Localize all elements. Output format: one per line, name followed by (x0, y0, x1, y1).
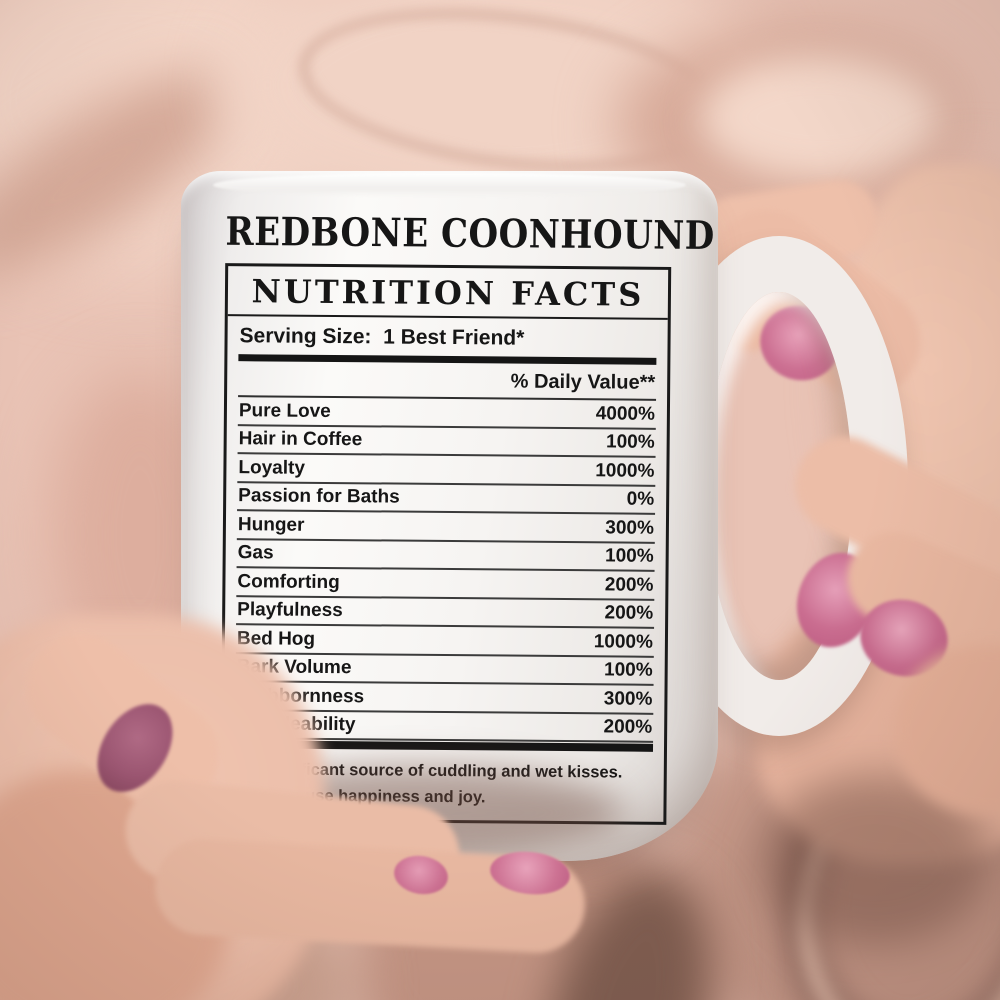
row-value: 100% (603, 659, 653, 681)
label-row: Playfulness 200% (236, 596, 655, 629)
fabric-fold-top-right-highlight (700, 55, 940, 180)
row-label: Playfulness (237, 599, 343, 622)
label-title: REDBONE COONHOUND (225, 209, 715, 260)
row-value: 0% (626, 488, 655, 510)
row-value: 1000% (593, 630, 654, 653)
row-label: Passion for Baths (238, 485, 400, 508)
nutrition-facts-heading: NUTRITION FACTS (227, 266, 669, 321)
row-label: Hair in Coffee (238, 428, 363, 451)
row-value: 100% (605, 431, 655, 453)
row-label: Comforting (237, 570, 340, 593)
label-row: Loyalty 1000% (237, 454, 656, 487)
label-row: Hunger 300% (236, 511, 656, 544)
daily-value-header: % Daily Value** (238, 361, 657, 401)
row-value: 300% (605, 516, 655, 539)
row-label: Loyalty (238, 456, 306, 479)
row-value: 200% (603, 716, 653, 738)
row-value: 200% (604, 573, 654, 596)
row-value: 4000% (595, 402, 656, 425)
label-row: Hair in Coffee 100% (237, 425, 656, 458)
row-label: Hunger (237, 513, 305, 536)
row-value: 100% (604, 545, 654, 567)
row-label: Gas (237, 542, 274, 564)
mug-rim-highlight (213, 173, 686, 197)
serving-size-line: Serving Size: 1 Best Friend* (239, 324, 525, 350)
row-value: 1000% (595, 459, 655, 482)
row-label: Pure Love (238, 399, 331, 422)
label-row: Passion for Baths 0% (237, 482, 656, 515)
row-value: 200% (604, 602, 654, 624)
label-row: Pure Love 4000% (237, 397, 657, 430)
label-row: Bed Hog 1000% (235, 625, 655, 658)
label-row: Comforting 200% (236, 568, 655, 601)
label-row: Gas 100% (236, 539, 655, 572)
label-row: Bark Volume 100% (235, 653, 654, 686)
row-value: 300% (603, 687, 653, 710)
